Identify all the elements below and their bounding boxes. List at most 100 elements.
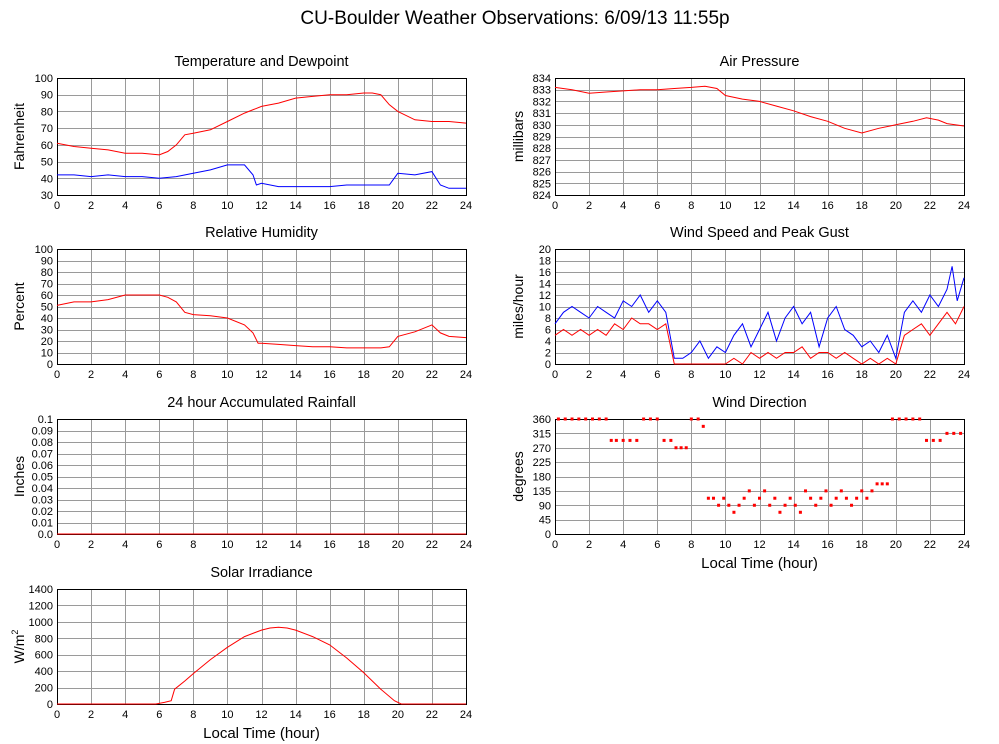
x-tick-label: 14 bbox=[289, 369, 301, 381]
data-point bbox=[798, 510, 802, 514]
data-point bbox=[925, 438, 929, 442]
x-tick-label: 24 bbox=[460, 709, 472, 721]
x-tick-label: 6 bbox=[654, 200, 660, 212]
x-tick-label: 16 bbox=[324, 200, 336, 212]
x-tick-label: 18 bbox=[358, 539, 370, 551]
y-tick-label: 270 bbox=[533, 443, 551, 455]
data-point bbox=[737, 503, 741, 507]
x-tick-label: 0 bbox=[552, 200, 558, 212]
plot-frame bbox=[57, 249, 467, 365]
x-tick-label: 18 bbox=[358, 709, 370, 721]
x-tick-label: 10 bbox=[719, 369, 731, 381]
x-tick-label: 24 bbox=[958, 200, 970, 212]
x-tick-label: 4 bbox=[620, 539, 626, 551]
x-tick-label: 8 bbox=[688, 369, 694, 381]
x-tick-label: 18 bbox=[358, 369, 370, 381]
data-point bbox=[890, 417, 894, 421]
y-tick-label: 0.07 bbox=[32, 449, 53, 461]
y-tick-label: 30 bbox=[41, 190, 53, 202]
x-tick-label: 8 bbox=[190, 200, 196, 212]
series-line-0 bbox=[554, 266, 965, 361]
data-point bbox=[590, 417, 594, 421]
x-tick-label: 22 bbox=[426, 369, 438, 381]
y-tick-label: 2 bbox=[545, 348, 551, 360]
x-tick-label: 6 bbox=[156, 539, 162, 551]
data-point bbox=[804, 489, 808, 493]
y-tick-label: 90 bbox=[41, 90, 53, 102]
y-tick-label: 0.09 bbox=[32, 426, 53, 438]
data-point bbox=[904, 417, 908, 421]
x-tick-label: 8 bbox=[190, 369, 196, 381]
chart-title: Solar Irradiance bbox=[210, 565, 312, 581]
y-tick-label: 800 bbox=[35, 633, 53, 645]
data-point bbox=[570, 417, 574, 421]
y-axis-label-text: Fahrenheit bbox=[11, 103, 27, 170]
x-tick-label: 12 bbox=[255, 200, 267, 212]
y-tick-label: 600 bbox=[35, 650, 53, 662]
x-tick-label: 12 bbox=[255, 709, 267, 721]
y-tick-label: 8 bbox=[545, 313, 551, 325]
data-point bbox=[783, 503, 787, 507]
x-tick-label: 10 bbox=[221, 200, 233, 212]
y-axis-label: Percent bbox=[11, 282, 27, 330]
data-point bbox=[732, 510, 736, 514]
x-tick-label: 22 bbox=[924, 539, 936, 551]
data-point bbox=[763, 489, 767, 493]
chart-title: Wind Direction bbox=[712, 395, 806, 411]
y-axis-label: miles/hour bbox=[510, 274, 526, 339]
plot-frame bbox=[57, 78, 467, 196]
y-tick-label: 826 bbox=[533, 167, 551, 179]
data-point bbox=[850, 503, 854, 507]
y-tick-label: 1400 bbox=[29, 584, 53, 596]
y-tick-label: 200 bbox=[35, 683, 53, 695]
x-tick-label: 16 bbox=[822, 539, 834, 551]
y-tick-label: 0.0 bbox=[38, 529, 53, 541]
x-tick-label: 20 bbox=[392, 369, 404, 381]
y-axis-label: millibars bbox=[510, 111, 526, 162]
data-point bbox=[614, 438, 618, 442]
series-line-0 bbox=[554, 85, 965, 134]
y-tick-label: 40 bbox=[41, 313, 53, 325]
data-point bbox=[773, 496, 777, 500]
x-tick-label: 0 bbox=[552, 539, 558, 551]
y-tick-label: 18 bbox=[539, 256, 551, 268]
y-tick-label: 6 bbox=[545, 325, 551, 337]
y-tick-label: 40 bbox=[41, 173, 53, 185]
x-tick-label: 22 bbox=[924, 200, 936, 212]
y-tick-label: 0 bbox=[47, 359, 53, 371]
series-line-1 bbox=[554, 306, 965, 365]
plot-frame bbox=[555, 419, 965, 535]
y-tick-label: 30 bbox=[41, 325, 53, 337]
x-tick-label: 0 bbox=[54, 369, 60, 381]
y-tick-label: 834 bbox=[533, 73, 551, 85]
data-point bbox=[577, 417, 581, 421]
x-tick-label: 22 bbox=[924, 369, 936, 381]
x-tick-label: 4 bbox=[620, 200, 626, 212]
x-tick-label: 0 bbox=[54, 200, 60, 212]
data-point bbox=[722, 496, 726, 500]
x-tick-label: 16 bbox=[822, 200, 834, 212]
x-tick-label: 4 bbox=[122, 200, 128, 212]
data-point bbox=[648, 417, 652, 421]
x-tick-label: 14 bbox=[787, 369, 799, 381]
data-point bbox=[829, 503, 833, 507]
data-point bbox=[662, 438, 666, 442]
y-tick-label: 0.1 bbox=[38, 414, 53, 426]
x-axis-label: Local Time (hour) bbox=[203, 725, 320, 742]
x-tick-label: 14 bbox=[787, 200, 799, 212]
x-tick-label: 6 bbox=[654, 369, 660, 381]
data-point bbox=[880, 482, 884, 486]
data-point bbox=[609, 438, 613, 442]
y-tick-label: 135 bbox=[533, 486, 551, 498]
data-point bbox=[793, 503, 797, 507]
x-tick-label: 4 bbox=[122, 539, 128, 551]
y-tick-label: 16 bbox=[539, 267, 551, 279]
x-tick-label: 18 bbox=[856, 200, 868, 212]
x-tick-label: 2 bbox=[88, 539, 94, 551]
y-tick-label: 50 bbox=[41, 302, 53, 314]
data-point bbox=[674, 446, 678, 450]
data-point bbox=[860, 489, 864, 493]
